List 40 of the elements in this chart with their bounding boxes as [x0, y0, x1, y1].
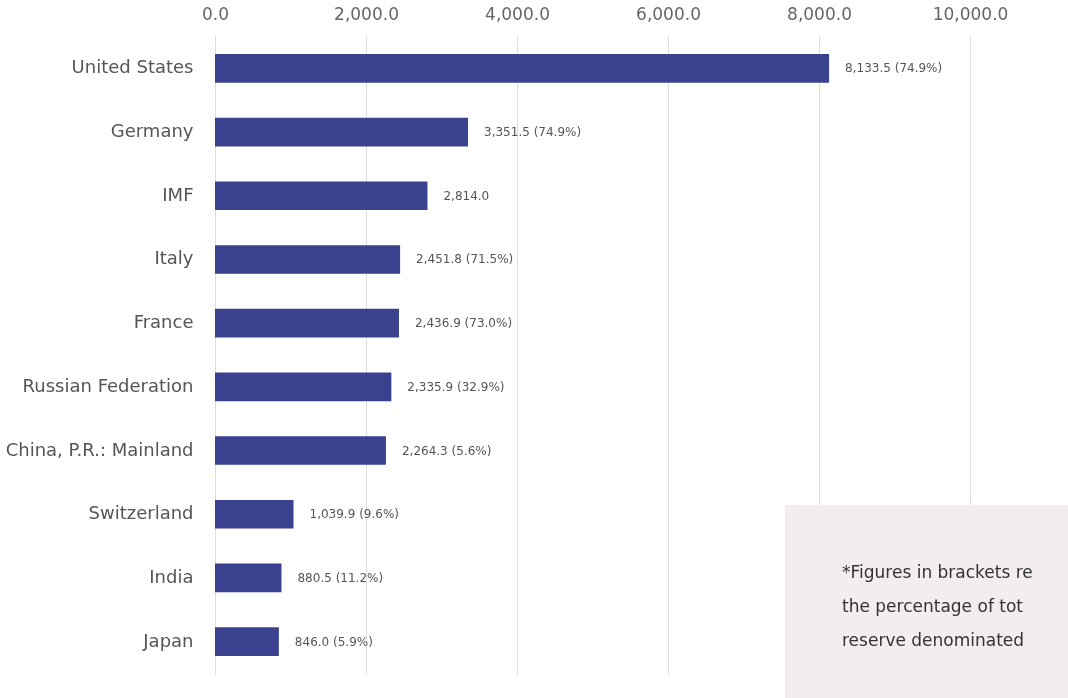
x-tick-label: 6,000.0 [636, 3, 701, 24]
bar [215, 563, 282, 593]
x-tick-label: 0.0 [201, 3, 230, 24]
annotation: reserve denominated [842, 629, 1026, 652]
data-label: 880.5 (11.2%) [297, 570, 384, 585]
y-tick-label: United States [71, 56, 194, 78]
data-label: 2,814.0 [443, 188, 490, 203]
bar [215, 627, 279, 656]
y-tick-label: India [149, 565, 194, 587]
y-tick-label: China, P.R.: Mainland [5, 438, 194, 460]
annotation: the percentage of tot [842, 595, 1024, 618]
y-tick-label: IMF [162, 183, 194, 205]
data-label: 2,264.3 (5.6%) [401, 443, 492, 458]
bar [215, 372, 392, 402]
data-label: 846.0 (5.9%) [294, 634, 373, 649]
data-label: 2,451.8 (71.5%) [416, 252, 514, 267]
data-label: 8,133.5 (74.9%) [845, 61, 943, 76]
bar [215, 245, 401, 274]
bar [215, 117, 469, 147]
x-tick-label: 2,000.0 [334, 3, 399, 24]
bar [215, 436, 386, 465]
data-label: 3,351.5 (74.9%) [484, 125, 582, 140]
x-tick-label: 8,000.0 [787, 3, 852, 24]
data-label: 1,039.9 (9.6%) [309, 507, 399, 522]
y-tick-label: Germany [110, 120, 194, 142]
y-tick-label: Japan [142, 629, 194, 651]
x-tick-label: 4,000.0 [485, 3, 550, 24]
annotation: *Figures in brackets re [842, 561, 1034, 584]
y-tick-label: Russian Federation [22, 374, 194, 396]
bar [215, 499, 294, 529]
data-label: 2,436.9 (73.0%) [414, 316, 513, 331]
x-tick-label: 10,000.0 [932, 3, 1009, 24]
bar [215, 181, 428, 211]
bar [215, 308, 399, 338]
y-tick-label: France [133, 311, 194, 333]
y-tick-label: Switzerland [88, 502, 194, 524]
data-label: 2,335.9 (32.9%) [407, 379, 505, 394]
note-box: *Figures in brackets re the percentage of tot reserve denominated [785, 505, 1068, 698]
bar [215, 54, 830, 83]
y-tick-label: Italy [154, 247, 194, 269]
